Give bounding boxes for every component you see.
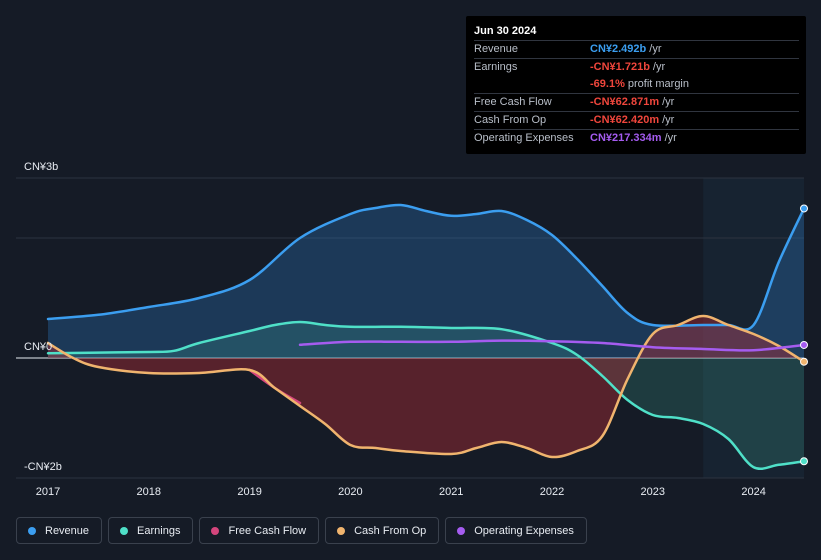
legend-label: Revenue: [45, 525, 89, 537]
legend-dot-icon: [120, 527, 128, 535]
legend-item-cash-from-op[interactable]: Cash From Op: [325, 517, 439, 544]
y-label-zero: CN¥0: [24, 341, 52, 353]
legend-item-operating-expenses[interactable]: Operating Expenses: [445, 517, 587, 544]
tooltip-row-unit: /yr: [662, 94, 674, 111]
legend-item-earnings[interactable]: Earnings: [108, 517, 193, 544]
tooltip-row-value: -CN¥62.871m: [590, 94, 659, 111]
legend-dot-icon: [457, 527, 465, 535]
tooltip-row: Earnings -CN¥1.721b/yr: [474, 58, 799, 76]
tooltip-row: Revenue CN¥2.492b/yr: [474, 40, 799, 58]
x-tick-2023: 2023: [641, 486, 665, 498]
earnings-endpoint: [801, 458, 808, 465]
legend-dot-icon: [337, 527, 345, 535]
y-label-bottom: -CN¥2b: [24, 461, 62, 473]
operating-expenses-endpoint: [801, 341, 808, 348]
tooltip-row-label: Earnings: [474, 59, 590, 76]
legend-dot-icon: [28, 527, 36, 535]
x-tick-2020: 2020: [338, 486, 362, 498]
cash-from-op-endpoint: [801, 358, 808, 365]
tooltip-row-unit: /yr: [649, 41, 661, 58]
series-areas: [48, 205, 804, 469]
tooltip-row: -69.1% profit margin: [474, 76, 799, 93]
x-tick-2017: 2017: [36, 486, 60, 498]
x-tick-2024: 2024: [741, 486, 765, 498]
legend-label: Free Cash Flow: [228, 525, 306, 537]
tooltip-rows: Revenue CN¥2.492b/yr Earnings -CN¥1.721b/yr…: [474, 40, 799, 147]
tooltip-row-unit: /yr: [653, 59, 665, 76]
tooltip-date: Jun 30 2024: [474, 22, 799, 40]
x-tick-2018: 2018: [137, 486, 161, 498]
x-tick-2022: 2022: [540, 486, 564, 498]
tooltip-row-label: [474, 76, 590, 93]
tooltip-row-value: CN¥217.334m: [590, 130, 662, 147]
tooltip-row-unit: profit margin: [628, 76, 689, 93]
tooltip-row: Cash From Op -CN¥62.420m/yr: [474, 111, 799, 129]
legend-item-free-cash-flow[interactable]: Free Cash Flow: [199, 517, 319, 544]
y-label-top: CN¥3b: [24, 161, 58, 173]
tooltip-row-label: Cash From Op: [474, 112, 590, 129]
tooltip-row-unit: /yr: [665, 130, 677, 147]
tooltip-row-value: -CN¥1.721b: [590, 59, 650, 76]
tooltip-row-label: Free Cash Flow: [474, 94, 590, 111]
x-tick-2019: 2019: [237, 486, 261, 498]
revenue-endpoint: [801, 205, 808, 212]
chart-legend: Revenue Earnings Free Cash Flow Cash From O…: [16, 517, 587, 544]
tooltip-row-label: Revenue: [474, 41, 590, 58]
data-tooltip: Jun 30 2024 Revenue CN¥2.492b/yr Earnings -…: [466, 16, 806, 154]
legend-label: Cash From Op: [354, 525, 426, 537]
tooltip-row: Free Cash Flow -CN¥62.871m/yr: [474, 93, 799, 111]
tooltip-row-unit: /yr: [662, 112, 674, 129]
tooltip-row: Operating Expenses CN¥217.334m/yr: [474, 129, 799, 147]
x-tick-2021: 2021: [439, 486, 463, 498]
tooltip-row-label: Operating Expenses: [474, 130, 590, 147]
x-axis-ticks: 2017 2018 2019 2020 2021 2022 2023 2024: [36, 486, 766, 498]
tooltip-row-value: -69.1%: [590, 76, 625, 93]
legend-label: Earnings: [137, 525, 180, 537]
tooltip-row-value: -CN¥62.420m: [590, 112, 659, 129]
legend-label: Operating Expenses: [474, 525, 574, 537]
tooltip-row-value: CN¥2.492b: [590, 41, 646, 58]
legend-item-revenue[interactable]: Revenue: [16, 517, 102, 544]
legend-dot-icon: [211, 527, 219, 535]
